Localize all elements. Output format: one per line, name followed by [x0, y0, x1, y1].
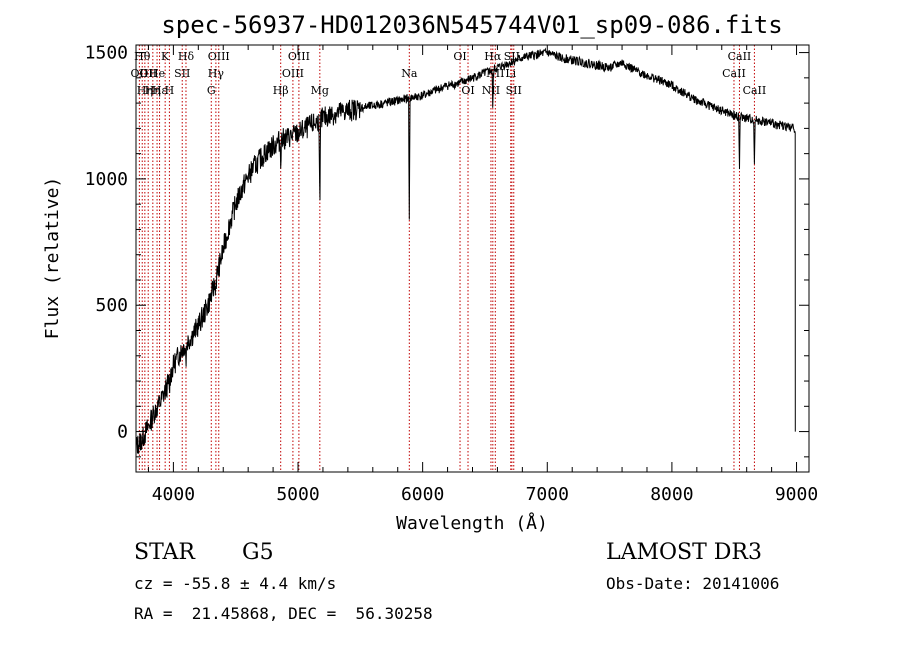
- object-class: STAR: [134, 540, 195, 565]
- spectrum-series-line: [135, 47, 796, 454]
- y-tick-label: 1500: [85, 43, 128, 64]
- spectral-line-label: OII: [139, 67, 157, 80]
- spectral-line-labels: OII Hθ Hη OII Hη He Hε K H SII Hδ G Hγ OIII Hβ OIII OIII…: [131, 50, 767, 97]
- spectral-line-label: CaII: [728, 50, 752, 63]
- x-tick-label: 4000: [152, 484, 195, 505]
- x-tick-label: 5000: [276, 484, 319, 505]
- spectral-line-label: Hη: [145, 84, 161, 97]
- spectral-line-label: Hα: [484, 50, 502, 63]
- x-tick-label: 8000: [650, 484, 693, 505]
- spectral-line-label: OII: [131, 67, 149, 80]
- x-axis-label: Wavelength (Å): [396, 512, 548, 534]
- spectral-line-label: Hθ: [134, 50, 151, 63]
- spectral-line-label: G: [207, 84, 216, 97]
- spectral-line-label: NII: [486, 67, 504, 80]
- spectral-line-label: Hβ: [273, 84, 289, 97]
- spectral-line-label: NII: [482, 84, 500, 97]
- spectral-line-label: Hη: [137, 84, 153, 97]
- spectral-line-label: Hε: [152, 84, 168, 97]
- spectral-line-label: Hδ: [178, 50, 195, 63]
- plot-frame: [135, 44, 810, 473]
- spectral-line-label: SII: [506, 84, 522, 97]
- spectral-line-label: CaII: [722, 67, 746, 80]
- y-tick-label: 0: [117, 422, 128, 443]
- y-tick-label: 500: [95, 295, 128, 316]
- spectral-line-label: H: [165, 84, 175, 97]
- spectral-line-label: OI: [461, 84, 474, 97]
- observation-date: Obs-Date: 20141006: [606, 574, 780, 593]
- y-axis-label: Flux (relative): [42, 177, 63, 340]
- spectral-line-label: He: [149, 67, 165, 80]
- spectral-line-markers: [138, 45, 755, 472]
- survey-release: LAMOST DR3: [606, 540, 762, 565]
- chart-title: spec-56937-HD012036N545744V01_sp09-086.f…: [161, 11, 782, 39]
- spectral-line-label: OIII: [208, 50, 230, 63]
- x-tick-label: 9000: [775, 484, 818, 505]
- spectral-line-label: OIII: [288, 50, 310, 63]
- spectral-line-label: OIII: [282, 67, 304, 80]
- spectral-line-label: Li: [505, 67, 516, 80]
- x-tick-label: 7000: [526, 484, 569, 505]
- spectral-line-label: K: [161, 50, 170, 63]
- spectral-line-label: Mg: [311, 84, 329, 97]
- object-subclass: G5: [242, 540, 274, 565]
- redshift-cz: cz = -55.8 ± 4.4 km/s: [134, 574, 337, 593]
- spectral-line-label: Na: [401, 67, 418, 80]
- sky-coordinates: RA = 21.45868, DEC = 56.30258: [134, 604, 433, 623]
- x-tick-label: 6000: [401, 484, 444, 505]
- spectral-line-label: OI: [453, 50, 466, 63]
- spectral-line-label: CaII: [743, 84, 767, 97]
- spectral-line-label: SII: [174, 67, 190, 80]
- spectral-line-label: Hγ: [208, 67, 225, 80]
- y-tick-label: 1000: [85, 169, 128, 190]
- axis-ticks: 4000 5000 6000 7000 8000 9000 0 500 1000 1500: [85, 43, 819, 505]
